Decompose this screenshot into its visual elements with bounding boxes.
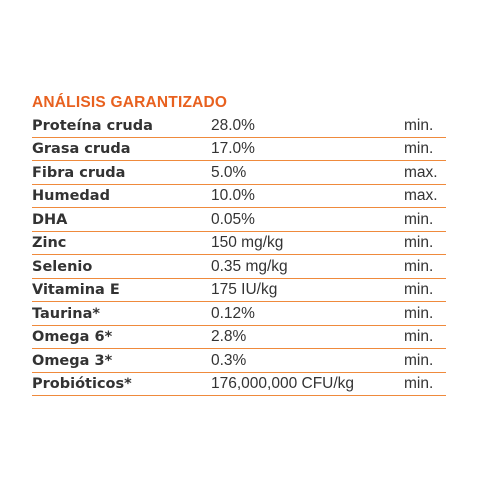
guaranteed-analysis-panel: ANÁLISIS GARANTIZADO Proteína cruda 28.0%… — [32, 92, 446, 396]
nutrient-amount: 10.0% — [211, 187, 255, 204]
nutrient-name: Fibra cruda — [32, 164, 126, 181]
analysis-row: Probióticos* 176,000,000 CFU/kg min. — [32, 373, 446, 396]
nutrient-qualifier: min. — [404, 257, 434, 275]
nutrient-name: Humedad — [32, 188, 110, 204]
nutrient-amount: 175 IU/kg — [211, 281, 278, 298]
analysis-row: Proteína cruda 28.0% min. — [32, 114, 446, 138]
nutrient-name: Omega 3* — [32, 352, 113, 369]
analysis-row: Grasa cruda 17.0% min. — [32, 138, 446, 161]
nutrient-name: Vitamina E — [32, 282, 120, 298]
nutrient-qualifier: min. — [404, 281, 434, 298]
analysis-row: Selenio 0.35 mg/kg min. — [32, 255, 446, 279]
nutrient-name: Grasa cruda — [32, 141, 131, 157]
nutrient-qualifier: min. — [404, 210, 434, 228]
analysis-row: Omega 6* 2.8% min. — [32, 326, 446, 349]
nutrient-amount: 0.05% — [211, 210, 255, 228]
analysis-table: Proteína cruda 28.0% min. Grasa cruda 17.0% m… — [32, 114, 446, 396]
nutrient-qualifier: min. — [404, 375, 434, 392]
nutrient-qualifier: min. — [404, 351, 434, 369]
analysis-row: Zinc 150 mg/kg min. — [32, 232, 446, 255]
nutrient-amount: 0.3% — [211, 351, 247, 369]
nutrient-qualifier: min. — [404, 304, 434, 322]
analysis-row: Vitamina E 175 IU/kg min. — [32, 279, 446, 302]
nutrient-qualifier: max. — [404, 187, 438, 204]
nutrient-name: Taurina* — [32, 305, 100, 322]
nutrient-qualifier: min. — [404, 140, 434, 157]
analysis-row: DHA 0.05% min. — [32, 208, 446, 232]
analysis-row: Humedad 10.0% max. — [32, 185, 446, 208]
nutrient-name: Proteína cruda — [32, 117, 153, 134]
nutrient-amount: 5.0% — [211, 163, 247, 181]
nutrient-qualifier: min. — [404, 116, 434, 134]
analysis-title: ANÁLISIS GARANTIZADO — [32, 94, 228, 111]
nutrient-amount: 176,000,000 CFU/kg — [211, 375, 355, 392]
nutrient-name: Zinc — [32, 235, 67, 251]
nutrient-qualifier: min. — [404, 328, 434, 345]
analysis-row: Omega 3* 0.3% min. — [32, 349, 446, 373]
nutrient-amount: 2.8% — [211, 328, 247, 345]
nutrient-name: Selenio — [32, 258, 93, 275]
nutrient-amount: 0.35 mg/kg — [211, 257, 288, 275]
nutrient-amount: 150 mg/kg — [211, 234, 284, 251]
analysis-row: Fibra cruda 5.0% max. — [32, 161, 446, 185]
nutrient-name: Probióticos* — [32, 376, 132, 392]
nutrient-amount: 0.12% — [211, 304, 255, 322]
nutrient-name: Omega 6* — [32, 329, 113, 345]
nutrient-qualifier: min. — [404, 234, 434, 251]
analysis-row: Taurina* 0.12% min. — [32, 302, 446, 326]
nutrient-amount: 17.0% — [211, 140, 255, 157]
nutrient-amount: 28.0% — [211, 116, 255, 134]
nutrient-qualifier: max. — [404, 163, 438, 181]
nutrient-name: DHA — [32, 211, 68, 228]
